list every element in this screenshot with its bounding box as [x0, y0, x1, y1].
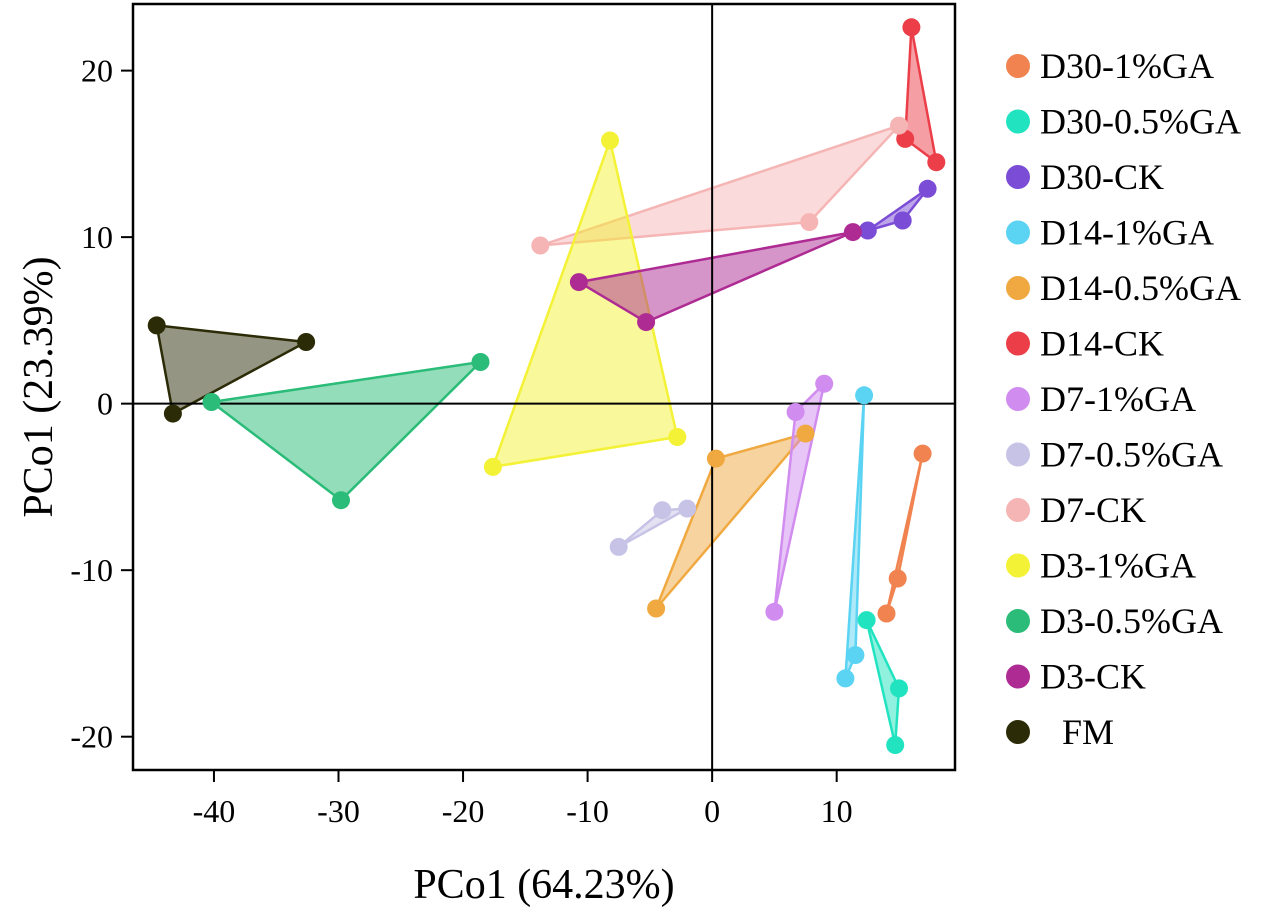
point-d7-ck-3 — [890, 116, 908, 135]
point-d7-ck-2 — [800, 213, 819, 232]
legend-label-d3-ck: D3-CK — [1040, 657, 1146, 697]
point-d7-0-5pctga-1 — [653, 501, 672, 520]
point-d30-0-5pctga-3 — [886, 736, 905, 754]
hull-d14-1pctga — [844, 394, 866, 680]
group-hulls — [155, 26, 938, 747]
point-d30-ck-1 — [858, 221, 877, 240]
y-tick-label: -20 — [70, 719, 113, 755]
legend-marker-fm — [1006, 720, 1030, 744]
reference-lines — [133, 4, 955, 770]
hull-d30-0-5pctga — [865, 618, 901, 747]
point-d30-1pctga-1 — [913, 444, 932, 463]
legend-label-d3-0-5pctga: D3-0.5%GA — [1040, 601, 1223, 641]
legend-label-d14-ck: D14-CK — [1040, 324, 1164, 364]
legend-marker-d3-ck — [1006, 664, 1030, 689]
point-d14-0-5pctga-1 — [706, 449, 725, 468]
point-d30-ck-3 — [893, 211, 912, 230]
point-d3-0-5pctga-2 — [202, 393, 221, 411]
point-d3-0-5pctga-3 — [332, 491, 350, 510]
x-tick-label: -30 — [317, 793, 360, 829]
legend-label-d14-0-5pctga: D14-0.5%GA — [1040, 268, 1241, 308]
legend-marker-d14-0-5pctga — [1006, 276, 1030, 300]
legend-label-d30-1pctga: D30-1%GA — [1040, 46, 1214, 86]
point-d14-0-5pctga-3 — [647, 599, 666, 618]
point-d7-1pctga-2 — [786, 403, 805, 421]
legend-marker-d30-1pctga — [1006, 54, 1030, 78]
legend-marker-d7-0-5pctga — [1006, 442, 1030, 467]
legend-label-d30-ck: D30-CK — [1040, 157, 1164, 197]
x-tick-label: -20 — [442, 793, 485, 829]
point-d7-ck-1 — [531, 236, 550, 255]
legend-label-d3-1pctga: D3-1%GA — [1040, 546, 1196, 586]
point-fm-3 — [163, 404, 182, 423]
point-d3-ck-3 — [843, 223, 862, 242]
legend-label-d7-ck: D7-CK — [1040, 490, 1146, 530]
hull-d30-1pctga — [885, 452, 924, 615]
y-tick-label: 0 — [97, 386, 113, 422]
point-d30-1pctga-2 — [888, 569, 907, 588]
point-d14-ck-1 — [902, 18, 921, 37]
point-d30-ck-2 — [918, 179, 937, 198]
legend-label-d7-0-5pctga: D7-0.5%GA — [1040, 435, 1223, 475]
legend-marker-d7-1pctga — [1006, 387, 1030, 411]
point-d3-1pctga-3 — [483, 457, 502, 476]
legend-label-d7-1pctga: D7-1%GA — [1040, 379, 1196, 419]
legend-marker-d14-ck — [1006, 331, 1030, 356]
point-d14-ck-2 — [927, 153, 946, 172]
legend-label-d14-1pctga: D14-1%GA — [1040, 213, 1214, 253]
legend-marker-d3-1pctga — [1006, 553, 1030, 578]
point-d30-0-5pctga-2 — [890, 679, 908, 698]
point-d7-0-5pctga-2 — [678, 499, 697, 518]
point-d3-0-5pctga-1 — [471, 353, 490, 371]
point-d3-1pctga-1 — [601, 131, 619, 150]
point-d7-0-5pctga-3 — [609, 537, 628, 556]
hull-d3-0-5pctga — [210, 360, 482, 502]
y-axis: 20 10 0 -10 -20 — [70, 53, 133, 755]
x-axis-title: PCo1 (64.23%) — [413, 862, 674, 908]
point-d7-1pctga-1 — [815, 374, 834, 393]
hull-d3-ck — [577, 230, 855, 324]
point-d7-1pctga-3 — [765, 602, 784, 621]
x-tick-label: 0 — [704, 793, 720, 829]
y-tick-label: 20 — [81, 53, 113, 89]
legend-marker-d14-1pctga — [1006, 220, 1030, 245]
legend-label-fm: FM — [1062, 712, 1114, 752]
x-axis: -40 -30 -20 -10 0 10 — [193, 770, 853, 829]
hull-d7-0-5pctga — [617, 507, 689, 549]
legend-marker-d3-0-5pctga — [1006, 609, 1030, 633]
legend-marker-d30-ck — [1006, 165, 1030, 189]
plot-frame — [131, 2, 957, 772]
point-fm-2 — [297, 333, 316, 351]
y-tick-label: 10 — [81, 219, 113, 255]
point-d14-0-5pctga-2 — [796, 424, 815, 443]
point-fm-1 — [147, 316, 166, 335]
legend-marker-d30-0-5pctga — [1006, 109, 1030, 134]
hull-d7-1pctga — [773, 382, 826, 614]
hull-d14-ck — [903, 26, 938, 164]
hull-d30-ck — [866, 187, 929, 232]
point-d3-1pctga-2 — [668, 428, 687, 446]
data-points — [147, 18, 946, 754]
point-d3-ck-1 — [569, 273, 588, 292]
point-d14-1pctga-1 — [855, 386, 874, 405]
hull-d14-0-5pctga — [654, 432, 807, 610]
point-d14-1pctga-3 — [836, 669, 855, 688]
y-tick-label: -10 — [70, 552, 113, 588]
x-tick-label: -40 — [193, 793, 236, 829]
point-d30-0-5pctga-1 — [857, 611, 876, 630]
x-tick-label: 10 — [821, 793, 853, 829]
legend: D30-1%GA D30-0.5%GA D30-CK D14-1%GA D14-0.5%… — [1006, 46, 1241, 752]
hull-fm — [155, 324, 308, 415]
point-d14-1pctga-2 — [846, 646, 865, 665]
x-tick-label: -10 — [566, 793, 609, 829]
point-d30-1pctga-3 — [877, 604, 896, 623]
y-axis-title: PCo1 (23.39%) — [16, 256, 62, 517]
point-d3-ck-2 — [637, 313, 656, 332]
legend-marker-d7-ck — [1006, 498, 1030, 522]
legend-label-d30-0-5pctga: D30-0.5%GA — [1040, 102, 1241, 142]
